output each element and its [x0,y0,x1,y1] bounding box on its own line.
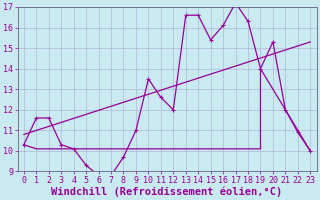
X-axis label: Windchill (Refroidissement éolien,°C): Windchill (Refroidissement éolien,°C) [52,186,283,197]
